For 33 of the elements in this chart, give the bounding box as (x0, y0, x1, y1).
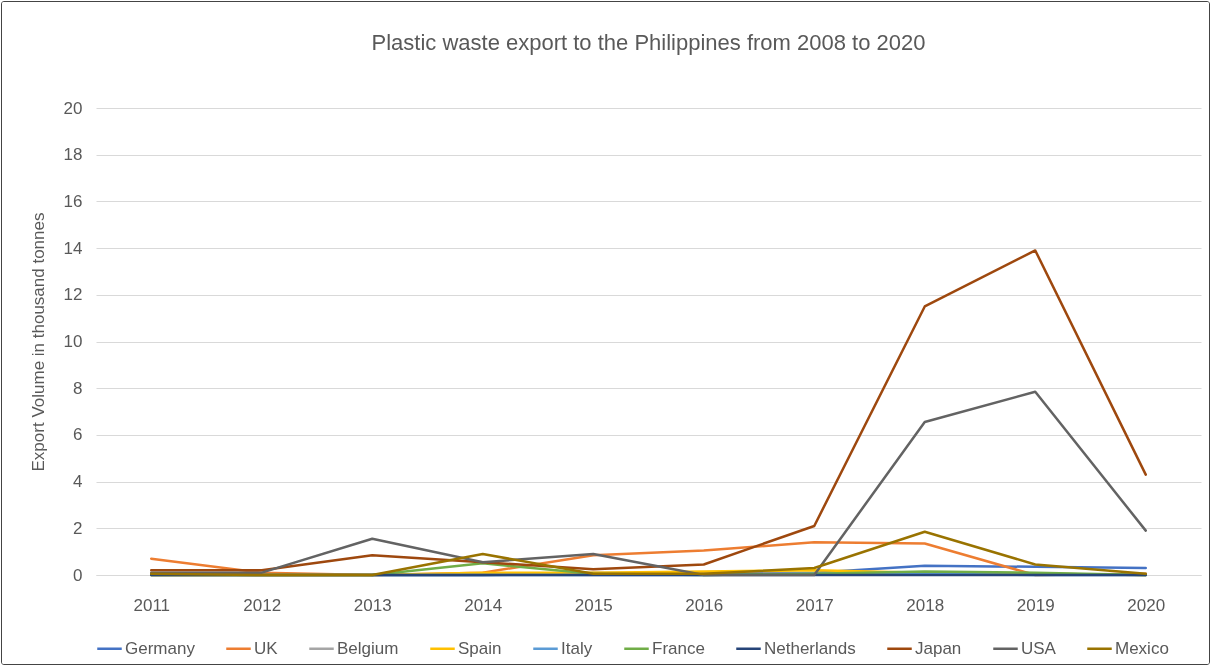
legend-label: Italy (561, 638, 593, 658)
y-tick-label: 2 (73, 518, 83, 538)
y-tick-label: 0 (73, 565, 83, 585)
x-tick-label: 2012 (243, 595, 282, 615)
legend-label: UK (254, 638, 279, 658)
y-tick-label: 6 (73, 425, 83, 445)
x-tick-label: 2013 (353, 595, 392, 615)
x-tick-label: 2015 (574, 595, 613, 615)
x-tick-label: 2014 (464, 595, 503, 615)
y-tick-label: 16 (63, 191, 83, 211)
y-tick-label: 18 (63, 145, 83, 165)
legend-label: Netherlands (764, 638, 856, 658)
y-tick-label: 12 (63, 285, 83, 305)
legend-label: Japan (915, 638, 962, 658)
legend-label: USA (1021, 638, 1057, 658)
x-tick-label: 2017 (795, 595, 834, 615)
chart-title: Plastic waste export to the Philippines from 2008 to 2020 (371, 30, 926, 55)
y-tick-label: 20 (63, 98, 83, 118)
legend-label: France (652, 638, 705, 658)
x-tick-label: 2018 (906, 595, 945, 615)
legend-label: Belgium (337, 638, 399, 658)
y-tick-label: 10 (63, 332, 83, 351)
x-tick-label: 2016 (685, 595, 724, 615)
x-tick-label: 2011 (133, 595, 171, 615)
x-tick-label: 2020 (1127, 595, 1166, 615)
legend-label: Germany (125, 638, 196, 658)
legend-label: Mexico (1115, 638, 1169, 658)
legend-label: Spain (458, 638, 502, 658)
x-tick-label: 2019 (1016, 595, 1055, 615)
y-tick-label: 14 (63, 238, 83, 258)
y-tick-label: 4 (73, 472, 83, 492)
y-tick-label: 8 (73, 378, 83, 398)
y-axis-title: Export Volume in thousand tonnes (28, 212, 48, 472)
